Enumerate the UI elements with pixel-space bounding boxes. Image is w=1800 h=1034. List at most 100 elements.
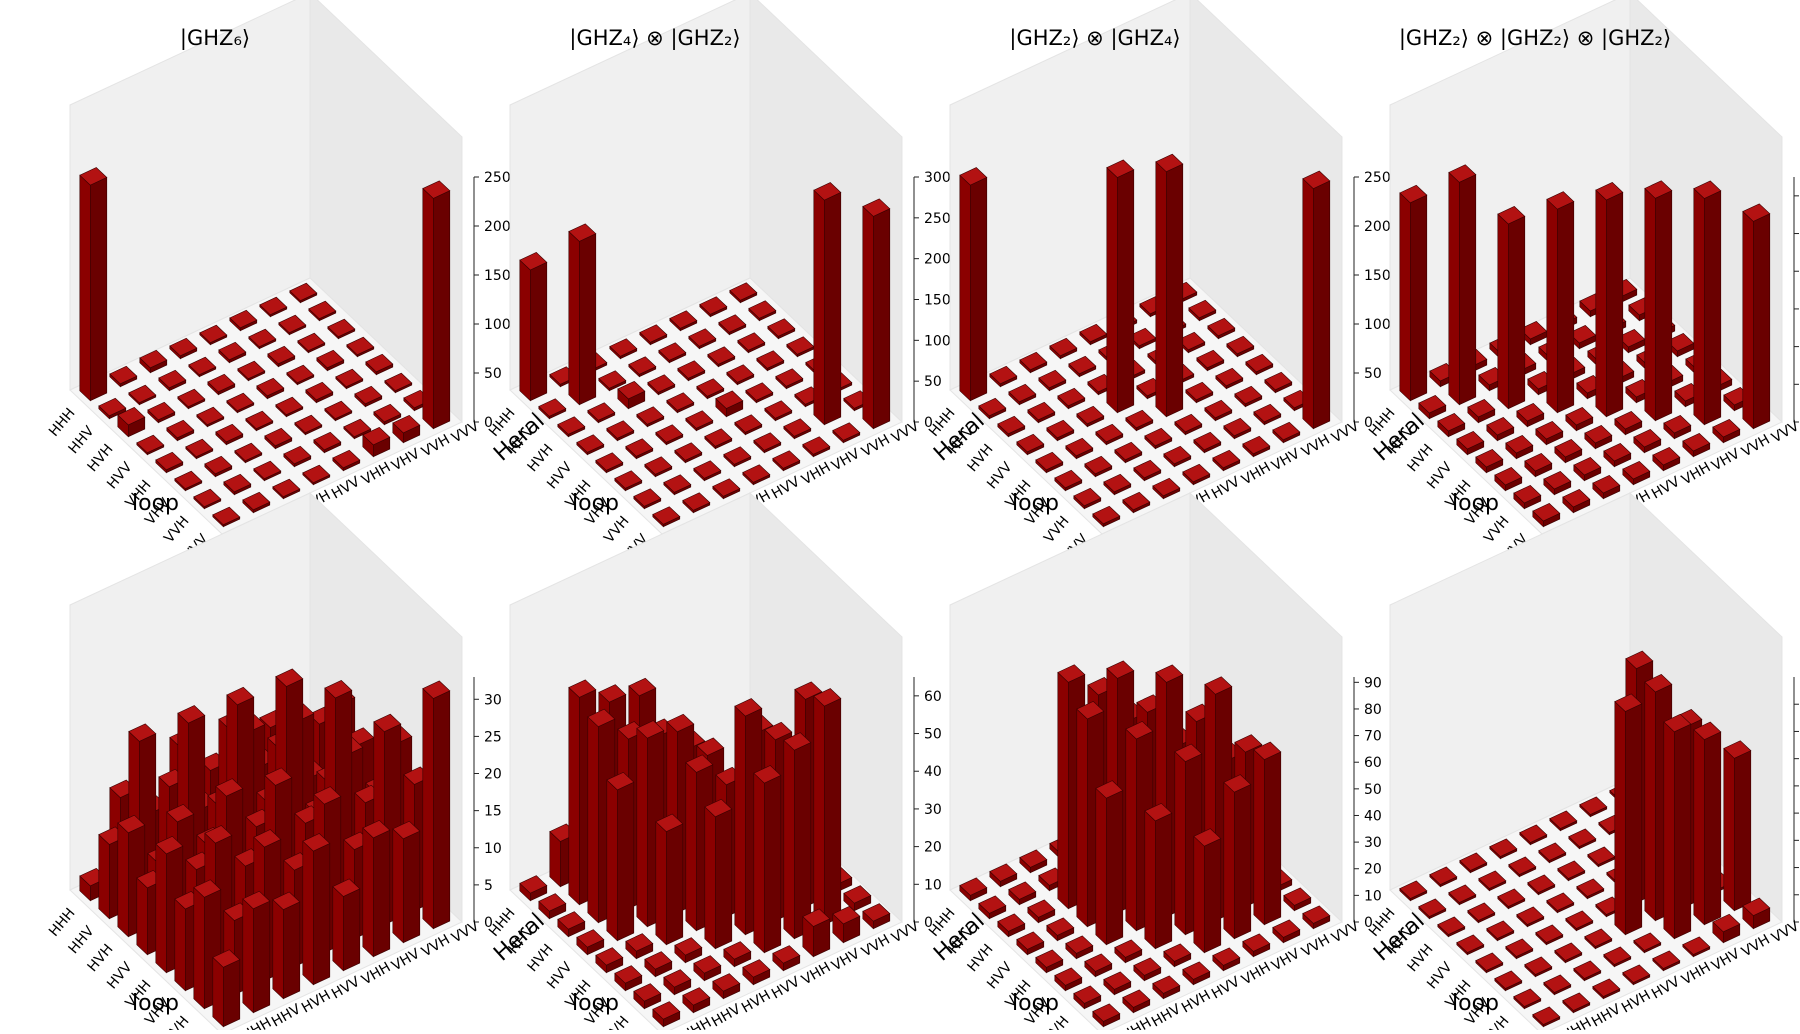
- bar-HHH-HHH: [959, 167, 988, 402]
- bar-face-top: [1046, 419, 1075, 439]
- bar-face-top: [832, 905, 861, 925]
- bar-VVH-VVV: [1723, 740, 1752, 912]
- bar-face-top: [259, 296, 288, 316]
- bar-face-top: [677, 360, 706, 379]
- bar-face-top: [699, 296, 728, 315]
- bar-HVH-HVV: [207, 373, 236, 396]
- bar-VHV-VHV: [764, 400, 793, 422]
- bar-face-top: [302, 833, 331, 852]
- bar-HVV-VHH: [256, 377, 285, 400]
- bar-face-top: [253, 829, 282, 848]
- bar-face-top: [1122, 491, 1151, 511]
- bar-face-front: [783, 739, 795, 940]
- bar-face-top: [742, 464, 771, 483]
- bar-face-top: [1076, 701, 1105, 720]
- x-tick-label: HVH: [965, 941, 997, 975]
- z-tick-label: 50: [484, 366, 502, 382]
- bar-face-top: [1505, 435, 1534, 454]
- bar-VHV-HHV: [1084, 455, 1113, 478]
- bar-face-top: [595, 452, 624, 471]
- bar-face-top: [1652, 950, 1681, 969]
- bar-face-top: [595, 947, 624, 966]
- bar-VHV-HHV: [644, 951, 673, 978]
- x-tick-label: VVH: [1041, 513, 1072, 546]
- bar-face-top: [644, 456, 673, 475]
- bar-VHH-VHV: [1185, 381, 1214, 404]
- bar-HVH-HHV: [1027, 401, 1056, 424]
- bar-face-front: [587, 716, 599, 924]
- bar-HVH-HHH: [1437, 916, 1466, 938]
- bar-face-front: [422, 687, 434, 930]
- bar-face-top: [1723, 740, 1752, 759]
- bar-VVH-HVH: [1573, 457, 1602, 482]
- bar-VHV-HVV: [264, 427, 293, 450]
- bar-VVV-VVV: [862, 198, 891, 430]
- bar-face-top: [978, 895, 1007, 914]
- bar-face-front: [1155, 161, 1167, 418]
- bar-face-top: [242, 890, 271, 910]
- bar-face-side: [1508, 215, 1526, 410]
- z-tick-label: 100: [1364, 317, 1391, 333]
- bar-HHV-VHH: [218, 341, 247, 364]
- bar-face-top: [783, 732, 812, 751]
- bar-face-top: [764, 721, 793, 741]
- bar-face-top: [136, 434, 165, 454]
- bar-HVH-HVV: [1527, 874, 1556, 896]
- bar-VVV-HVH: [712, 973, 741, 1000]
- bar-face-top: [1027, 899, 1056, 918]
- bar-HHH-HHH: [1399, 184, 1428, 402]
- bar-face-side: [1654, 190, 1673, 422]
- bar-face-top: [1054, 469, 1083, 489]
- bar-HHH-VHV: [669, 310, 698, 332]
- bar-face-top: [272, 891, 301, 910]
- bar-face-top: [147, 401, 176, 421]
- bar-HHH-VVV: [289, 282, 318, 304]
- bar-VHH-HHH: [595, 452, 624, 474]
- bar-HHH-HVV: [1489, 838, 1518, 860]
- bar-face-top: [753, 765, 782, 784]
- bar-face-top: [1592, 978, 1621, 997]
- bar-face-top: [538, 893, 567, 912]
- bar-face-top: [289, 282, 318, 302]
- bar-face-top: [332, 878, 361, 897]
- bar-face-top: [843, 885, 872, 904]
- bar-face-top: [693, 460, 722, 479]
- bar-VVV-HHH: [652, 506, 681, 528]
- bar-VVH-VHH: [1633, 429, 1662, 454]
- bar-face-front: [636, 727, 648, 928]
- bar-HVV-VHV: [726, 364, 755, 386]
- bar-VVV-HVV: [1622, 461, 1651, 486]
- bar-HVV-VVH: [756, 350, 785, 372]
- bar-face-top: [1486, 417, 1515, 436]
- bar-face-top: [726, 364, 755, 383]
- x-tick-label: HVV: [544, 959, 576, 992]
- bar-HVH-HHH: [117, 406, 146, 438]
- bar-HHH-VHH: [639, 324, 668, 346]
- bar-HHH-HVH: [1459, 852, 1488, 874]
- bar-face-top: [229, 309, 258, 329]
- bar-HVH-VVH: [297, 332, 326, 354]
- chart-panel-6: 0102030405060HHHHHVHVHHVVVHHVHVVVHVVVHHH…: [486, 491, 1000, 1034]
- z-tick-label: 250: [1364, 170, 1391, 186]
- bar-face-top: [628, 356, 657, 375]
- bar-HVV-HVH: [1076, 405, 1105, 428]
- bar-face-top: [614, 470, 643, 489]
- z-tick-label: 150: [484, 268, 511, 284]
- bar-HVV-HHV: [1046, 419, 1075, 442]
- bar-face-side: [432, 690, 451, 930]
- bar-face-top: [1283, 887, 1312, 906]
- bar-face-top: [1579, 796, 1608, 815]
- bar-face-top: [1448, 884, 1477, 903]
- bar-face-side: [1459, 174, 1477, 406]
- bar-face-front: [568, 686, 580, 906]
- bar-VVH-VVH: [373, 403, 402, 426]
- bar-VHH-VVV: [1245, 353, 1274, 376]
- bar-face-top: [1068, 355, 1097, 375]
- bar-VHH-HVH: [1535, 924, 1564, 946]
- bar-face-top: [264, 427, 293, 447]
- bar-VVV-VHH: [332, 878, 361, 972]
- bar-face-top: [117, 814, 146, 834]
- bar-VVV-VVH: [392, 820, 421, 944]
- bar-face-side: [90, 176, 108, 402]
- bar-face-top: [1712, 419, 1741, 438]
